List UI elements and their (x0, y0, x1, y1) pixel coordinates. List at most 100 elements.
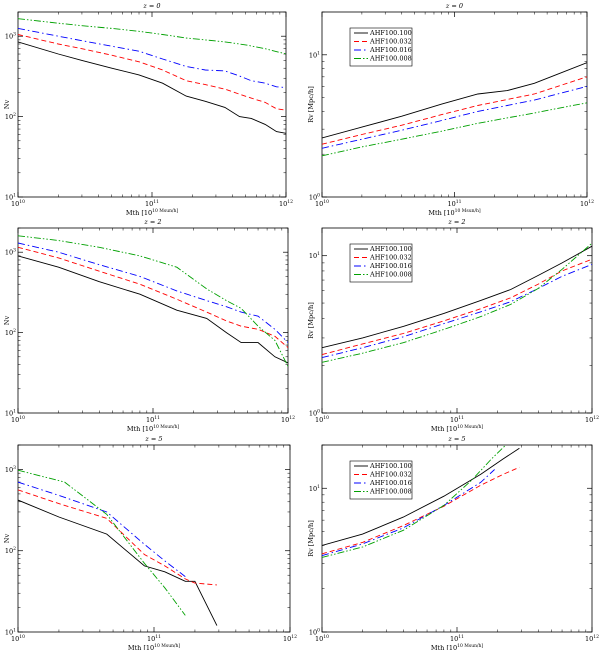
x-tick-label: 1010 (11, 199, 25, 208)
x-tick-label: 1011 (147, 634, 161, 643)
series-line-AHF100.032 (18, 246, 288, 348)
y-tick-label: 100 (309, 409, 320, 418)
y-tick-label: 101 (309, 50, 320, 59)
legend-label: AHF100.100 (369, 462, 412, 470)
y-axis-label: Nv (3, 100, 11, 110)
y-tick-label: 100 (309, 628, 320, 637)
legend-box (349, 27, 413, 67)
legend-box (349, 460, 413, 500)
series-line-AHF100.100 (18, 499, 218, 626)
series-line-AHF100.008 (322, 242, 592, 363)
panel-3: 1010 1011 1012 101 102 103 z = 2 Mth [1010 Msun… (3, 218, 295, 433)
minor-ticks (18, 444, 290, 632)
x-tick-label: 1011 (447, 199, 461, 208)
series-line-AHF100.016 (18, 27, 286, 88)
x-tick-label: 1010 (11, 634, 25, 643)
x-axis-label: Mth [1010 Msun/h] (428, 208, 481, 217)
panel-title: z = 0 (142, 2, 160, 10)
panel-title: z = 2 (143, 218, 161, 226)
x-axis-label: Mth [1010 Msun/h] (127, 424, 180, 433)
y-tick-label: 102 (5, 328, 16, 337)
y-tick-label: 101 (309, 251, 320, 260)
series-line-AHF100.100 (18, 255, 288, 364)
x-tick-label: 1012 (585, 415, 599, 424)
minor-ticks (18, 11, 286, 197)
series-line-AHF100.008 (322, 102, 587, 157)
x-axis-label: Mth [1010 Msun/h] (128, 643, 181, 650)
series-line-AHF100.032 (322, 466, 520, 555)
panel-4: 1010 1011 1012 100 101 z = 2 Mth [1010 Msun/h]… (307, 218, 599, 433)
legend-label: AHF100.008 (369, 271, 412, 279)
legend-label: AHF100.016 (369, 479, 412, 487)
series-line-AHF100.032 (18, 489, 217, 586)
panel-5: 1010 1011 1012 101 102 103 z = 5 Mth [1010 Msun… (3, 435, 297, 650)
series-line-AHF100.100 (18, 41, 286, 134)
x-tick-label: 1011 (450, 415, 464, 424)
series-line-AHF100.008 (322, 445, 507, 558)
y-tick-label: 102 (5, 546, 16, 555)
series-line-AHF100.032 (18, 34, 286, 111)
y-axis-label: Rv [Mpc/h] (307, 520, 315, 557)
plot-frame (17, 444, 291, 633)
legend-label: AHF100.008 (369, 55, 412, 63)
x-tick-label: 1010 (315, 199, 329, 208)
series-line-AHF100.100 (322, 447, 520, 546)
panel-2: 1010 1011 1012 100 101 z = 0 Mth [1010 Msun/h]… (307, 2, 594, 217)
minor-ticks (322, 228, 592, 413)
y-tick-label: 101 (5, 628, 16, 637)
minor-ticks (18, 227, 288, 413)
panel-title: z = 5 (144, 435, 162, 443)
y-tick-label: 101 (309, 484, 320, 493)
y-tick-label: 103 (5, 465, 16, 474)
series-line-AHF100.008 (18, 469, 186, 616)
plot-frame (17, 227, 289, 414)
panel-title: z = 5 (447, 435, 465, 443)
y-axis-label: Nv (3, 534, 11, 544)
y-tick-label: 102 (5, 112, 16, 121)
x-tick-label: 1010 (315, 415, 329, 424)
series-line-AHF100.016 (322, 469, 495, 557)
minor-ticks (322, 444, 592, 632)
x-tick-label: 1012 (283, 634, 297, 643)
x-tick-label: 1012 (585, 634, 599, 643)
panel-6: 1010 1011 1012 100 101 z = 5 Mth [1010 Msun/h]… (307, 435, 599, 650)
panel-1: 1010 1011 1012 101 102 103 z = 0 Mth [1010 Msun… (3, 2, 293, 217)
y-tick-label: 100 (309, 193, 320, 202)
y-tick-label: 103 (5, 32, 16, 41)
x-tick-label: 1010 (315, 634, 329, 643)
x-tick-label: 1010 (11, 415, 25, 424)
minor-ticks (322, 11, 587, 197)
x-tick-label: 1011 (146, 415, 160, 424)
panel-title: z = 2 (447, 218, 465, 226)
panel-title: z = 0 (445, 2, 463, 10)
x-axis-label: Mth [1010 Msun/h] (431, 424, 484, 433)
series-line-AHF100.100 (322, 62, 587, 139)
x-tick-label: 1012 (281, 415, 295, 424)
legend-label: AHF100.008 (369, 488, 412, 496)
legend-box (349, 243, 413, 283)
plot-frame (17, 11, 287, 198)
series-line-AHF100.016 (18, 481, 186, 577)
legend-label: AHF100.100 (369, 29, 412, 37)
legend-label: AHF100.032 (369, 471, 412, 479)
y-axis-label: Nv (3, 316, 11, 326)
series-line-AHF100.016 (322, 263, 592, 359)
legend-label: AHF100.032 (369, 254, 412, 262)
legend-label: AHF100.016 (369, 262, 412, 270)
y-axis-label: Rv [Mpc/h] (307, 86, 315, 123)
series-line-AHF100.016 (322, 85, 587, 149)
x-axis-label: Mth [1010 Msun/h] (126, 208, 179, 217)
x-tick-label: 1011 (450, 634, 464, 643)
y-tick-label: 101 (5, 409, 16, 418)
y-tick-label: 101 (5, 193, 16, 202)
legend-label: AHF100.032 (369, 38, 412, 46)
y-tick-label: 103 (5, 248, 16, 257)
y-axis-label: Rv [Mpc/h] (307, 302, 315, 339)
x-tick-label: 1011 (145, 199, 159, 208)
legend-label: AHF100.100 (369, 245, 412, 253)
x-axis-label: Mth [1010 Msun/h] (431, 643, 484, 650)
